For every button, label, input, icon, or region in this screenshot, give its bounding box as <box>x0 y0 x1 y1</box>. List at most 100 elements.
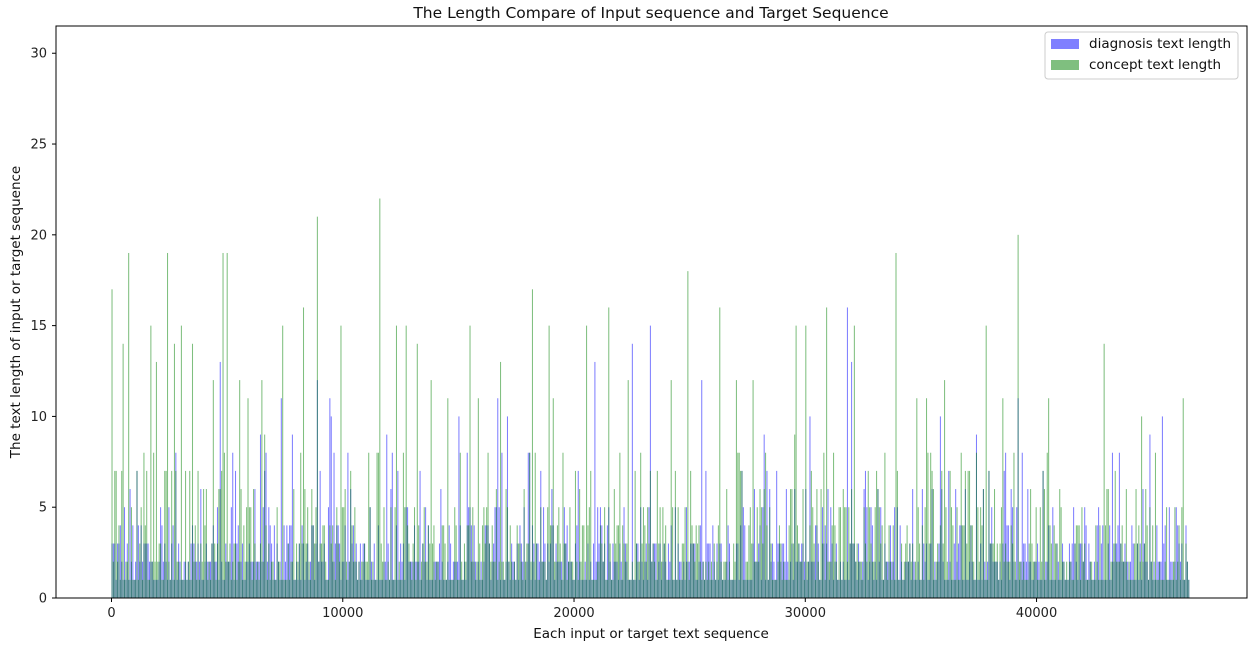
concept-bar <box>599 525 601 598</box>
concept-bar <box>956 507 958 598</box>
concept-bar <box>939 525 941 598</box>
concept-bar <box>1078 525 1080 598</box>
concept-bar <box>595 579 597 598</box>
concept-bar <box>531 289 533 598</box>
concept-bar <box>778 525 780 598</box>
diagnosis-bar <box>538 561 540 598</box>
concept-bar <box>1148 579 1150 598</box>
concept-bar <box>347 579 349 598</box>
concept-bar <box>1050 543 1052 598</box>
concept-bar <box>162 579 164 598</box>
diagnosis-bar <box>329 398 331 598</box>
diagnosis-bar <box>162 561 164 598</box>
concept-bar <box>916 398 918 598</box>
concept-bar <box>259 543 262 598</box>
concept-bar <box>130 507 132 598</box>
concept-bar <box>723 561 725 598</box>
concept-bar <box>1077 525 1079 598</box>
concept-bar <box>634 470 636 598</box>
concept-bar <box>504 579 506 598</box>
concept-bar <box>889 561 891 598</box>
concept-bar <box>842 489 844 598</box>
concept-bar <box>372 561 374 598</box>
concept-bar <box>1070 561 1072 598</box>
diagnosis-bar <box>864 470 866 598</box>
diagnosis-bar <box>438 543 441 598</box>
concept-bar <box>1049 525 1051 598</box>
concept-bar <box>1139 561 1141 598</box>
concept-bar <box>208 561 210 598</box>
concept-bar <box>350 470 352 598</box>
concept-bar <box>619 452 621 598</box>
concept-bar <box>1082 561 1084 598</box>
concept-bar <box>717 525 719 598</box>
concept-bar <box>898 579 900 598</box>
concept-bar <box>520 561 522 598</box>
concept-bar <box>300 452 302 598</box>
concept-bar <box>128 252 130 599</box>
concept-bar <box>143 452 145 598</box>
concept-bar <box>534 452 536 598</box>
concept-bar <box>853 325 855 598</box>
diagnosis-bar <box>706 543 708 598</box>
concept-bar <box>672 507 674 598</box>
concept-bar <box>969 470 971 598</box>
concept-bar <box>543 561 545 598</box>
concept-bar <box>327 579 329 598</box>
concept-bar <box>1006 561 1008 598</box>
concept-bar <box>430 380 432 598</box>
concept-bar <box>1167 579 1169 598</box>
concept-bar <box>1099 525 1101 598</box>
x-tick-label: 40000 <box>1016 606 1057 621</box>
concept-bar <box>380 543 382 598</box>
concept-bar <box>1007 561 1009 598</box>
concept-bar <box>189 470 191 598</box>
concept-bar <box>622 525 624 598</box>
concept-bar <box>1128 561 1130 598</box>
concept-bar <box>982 489 984 598</box>
concept-bar <box>244 561 246 598</box>
concept-bar <box>368 452 370 598</box>
concept-bar <box>556 525 558 598</box>
concept-bar <box>488 543 490 598</box>
concept-bar <box>695 525 697 598</box>
concept-bar <box>769 507 771 598</box>
concept-bar <box>155 361 157 598</box>
concept-bar <box>559 543 561 598</box>
concept-bar <box>297 561 299 598</box>
concept-bar <box>315 507 317 598</box>
concept-bar <box>384 579 386 598</box>
legend-swatch-diagnosis <box>1051 39 1079 49</box>
concept-bar <box>308 561 310 598</box>
concept-bar <box>493 561 495 598</box>
concept-bar <box>447 398 449 598</box>
concept-bar <box>515 579 517 598</box>
concept-bar <box>422 543 424 598</box>
concept-bar <box>749 507 751 598</box>
diagnosis-bar <box>215 561 217 598</box>
concept-bar <box>962 525 964 598</box>
concept-bar <box>876 470 878 598</box>
concept-bar <box>903 561 905 598</box>
concept-bar <box>404 507 406 598</box>
concept-bar <box>173 343 175 598</box>
concept-bar <box>359 579 361 598</box>
concept-bar <box>257 561 259 598</box>
concept-bar <box>724 561 726 598</box>
concept-bar <box>638 561 640 598</box>
diagnosis-bar <box>179 561 181 598</box>
concept-bar <box>383 507 385 598</box>
concept-bar <box>620 579 622 598</box>
diagnosis-bar <box>1163 543 1165 598</box>
diagnosis-bar <box>259 434 262 598</box>
concept-bar <box>1159 561 1161 598</box>
legend: diagnosis text length concept text lengt… <box>1044 31 1239 80</box>
concept-bar <box>527 543 529 598</box>
diagnosis-bar <box>284 561 286 598</box>
concept-bar <box>627 380 629 598</box>
concept-bar <box>790 489 792 598</box>
diagnosis-bar <box>190 543 192 598</box>
concept-bar <box>828 561 830 598</box>
concept-bar <box>690 470 692 598</box>
concept-bar <box>767 579 769 598</box>
